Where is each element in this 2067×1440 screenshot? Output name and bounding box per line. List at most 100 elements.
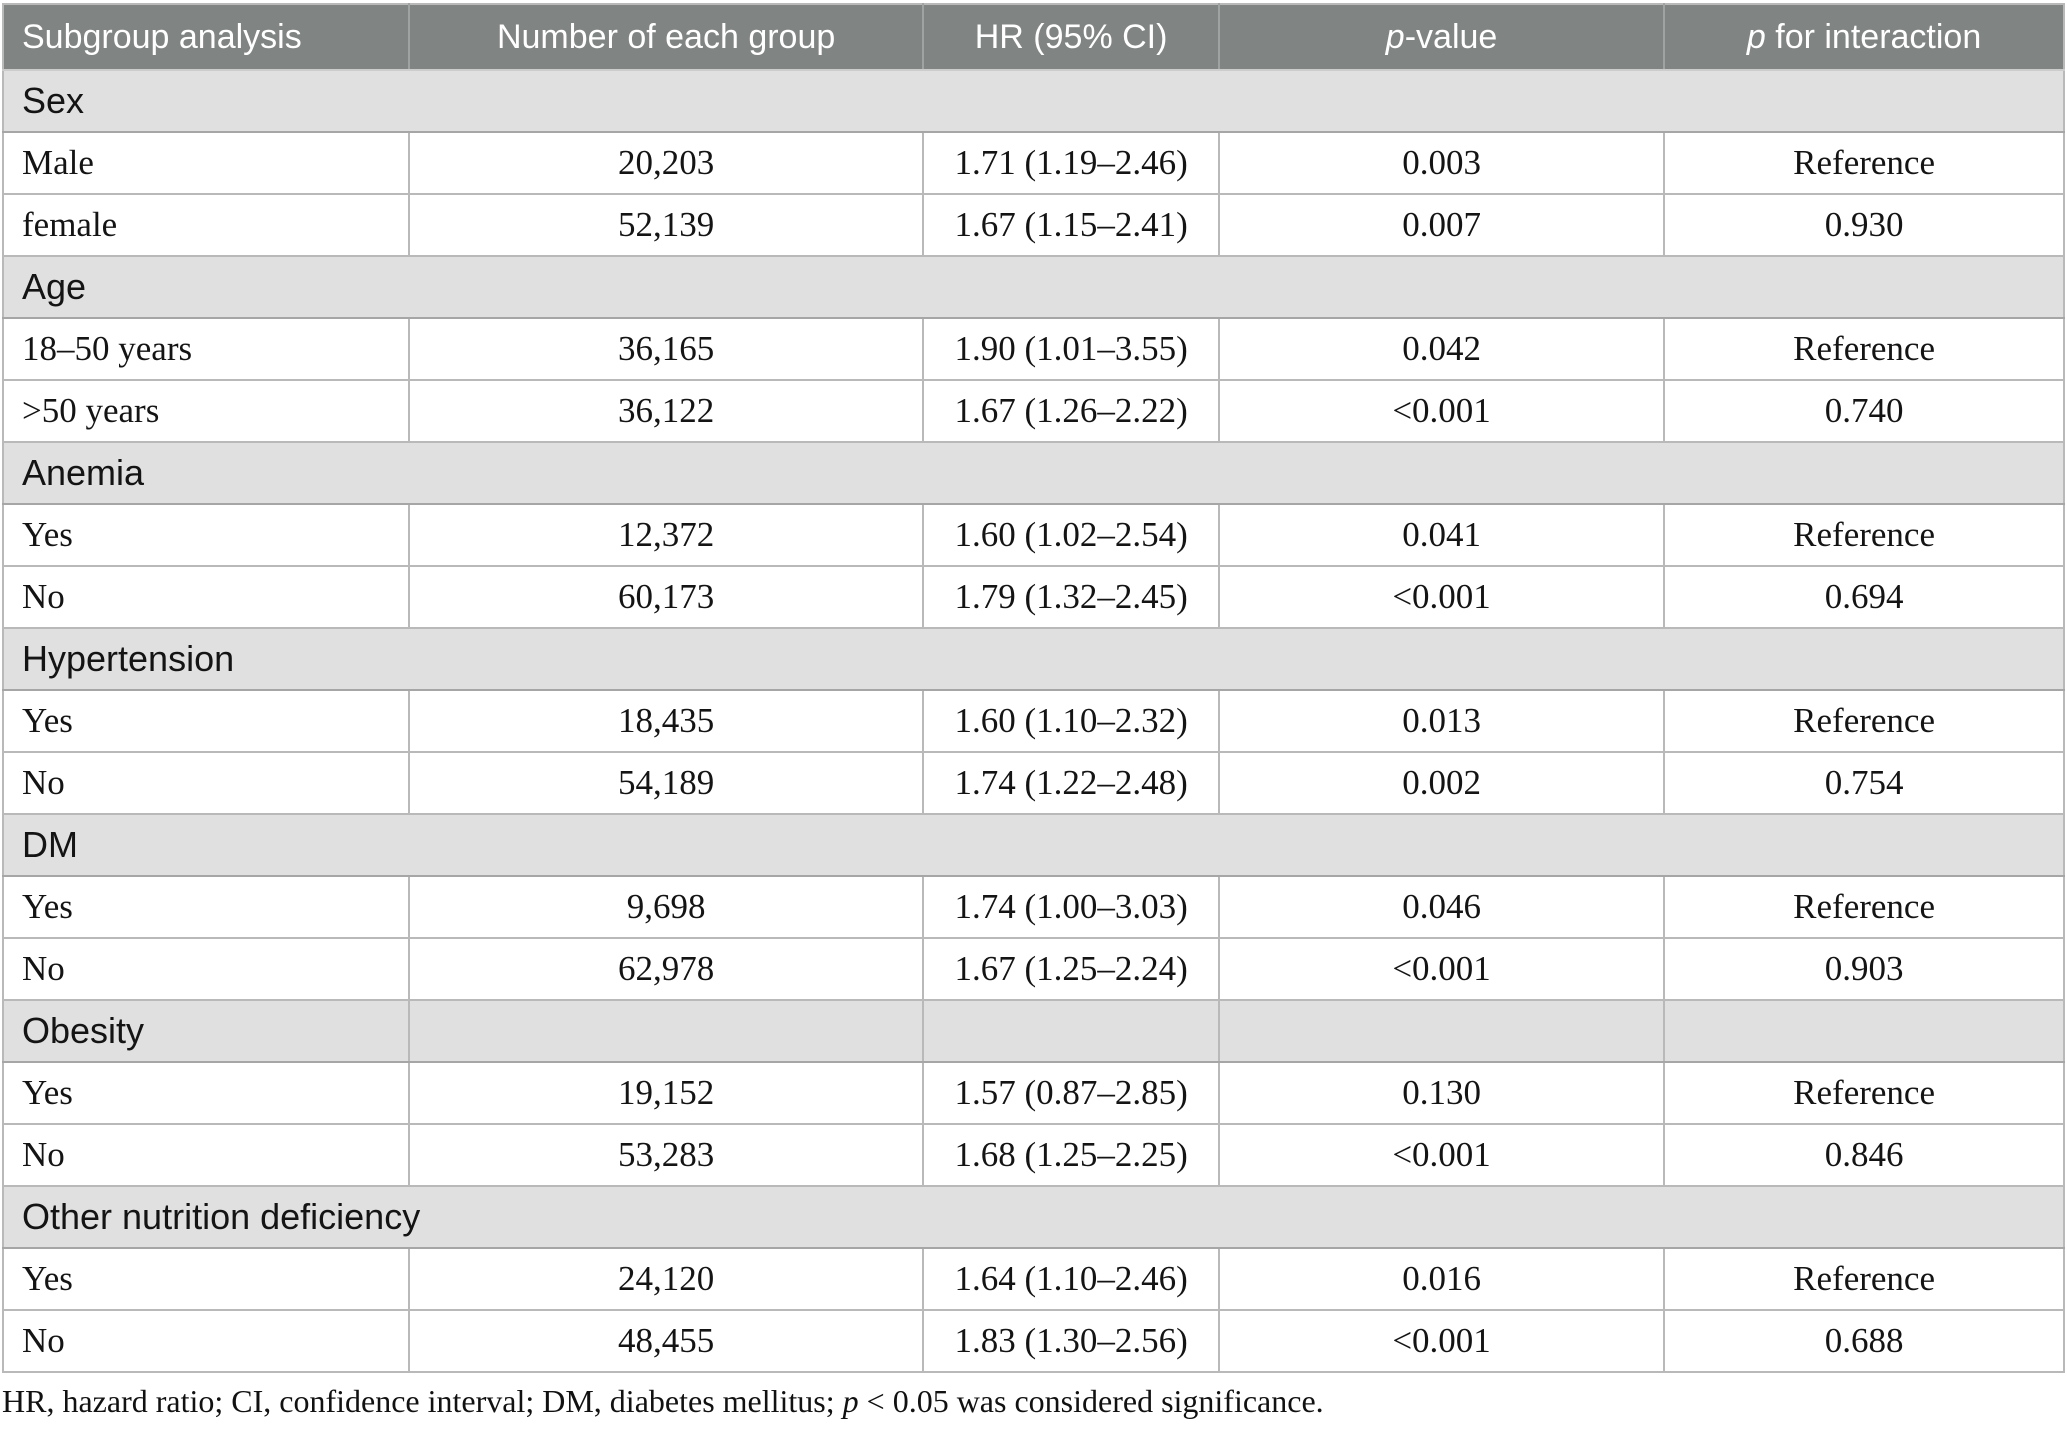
- group-count-cell: 60,173: [408, 565, 925, 629]
- section-empty-cell: [408, 999, 924, 1063]
- p-interaction-cell: Reference: [1663, 1061, 2065, 1125]
- section-row: Anemia: [3, 441, 2064, 505]
- group-count-cell: 12,372: [408, 503, 925, 567]
- p-interaction-cell: Reference: [1663, 131, 2065, 195]
- subgroup-analysis-table: Subgroup analysis Number of each group HR …: [1, 3, 2065, 1373]
- table-row: Yes 12,372 1.60 (1.02–2.54) 0.041 Reference: [1, 503, 2065, 567]
- column-header: Subgroup analysis: [3, 4, 410, 71]
- p-interaction-cell: 0.740: [1663, 379, 2065, 443]
- table-row: Yes 18,435 1.60 (1.10–2.32) 0.013 Reference: [1, 689, 2065, 753]
- section-label-cell: Other nutrition deficiency: [3, 1185, 2064, 1249]
- p-value-cell: 0.007: [1217, 193, 1666, 257]
- column-header: Number of each group: [408, 4, 924, 71]
- section-row: Other nutrition deficiency: [3, 1185, 2064, 1249]
- group-count-cell: 36,165: [408, 317, 925, 381]
- group-count-cell: 53,283: [408, 1123, 925, 1187]
- subgroup-cell: Yes: [1, 689, 411, 753]
- p-interaction-cell: 0.754: [1663, 751, 2065, 815]
- section-row: Sex: [3, 69, 2064, 133]
- subgroup-cell: Yes: [1, 503, 411, 567]
- table-row: 18–50 years 36,165 1.90 (1.01–3.55) 0.042 Re…: [1, 317, 2065, 381]
- group-count-cell: 54,189: [408, 751, 925, 815]
- subgroup-cell: No: [1, 937, 411, 1001]
- p-interaction-cell: 0.930: [1663, 193, 2065, 257]
- p-value-cell: 0.046: [1217, 875, 1666, 939]
- subgroup-cell: >50 years: [1, 379, 411, 443]
- table-row: No 54,189 1.74 (1.22–2.48) 0.002 0.754: [1, 751, 2065, 815]
- group-count-cell: 52,139: [408, 193, 925, 257]
- group-count-cell: 24,120: [408, 1247, 925, 1311]
- section-label-cell: Hypertension: [3, 627, 2064, 691]
- hr-ci-cell: 1.60 (1.10–2.32): [922, 689, 1220, 753]
- section-label-cell: Age: [3, 255, 2064, 319]
- p-value-cell: 0.041: [1217, 503, 1666, 567]
- p-interaction-cell: 0.846: [1663, 1123, 2065, 1187]
- section-label-cell: Obesity: [3, 999, 410, 1063]
- hr-ci-cell: 1.79 (1.32–2.45): [922, 565, 1220, 629]
- group-count-cell: 18,435: [408, 689, 925, 753]
- subgroup-cell: female: [1, 193, 411, 257]
- subgroup-cell: Male: [1, 131, 411, 195]
- subgroup-cell: Yes: [1, 1247, 411, 1311]
- section-label-cell: Anemia: [3, 441, 2064, 505]
- section-empty-cell: [1217, 999, 1665, 1063]
- p-interaction-cell: 0.903: [1663, 937, 2065, 1001]
- section-empty-cell: [922, 999, 1219, 1063]
- hr-ci-cell: 1.67 (1.25–2.24): [922, 937, 1220, 1001]
- p-interaction-cell: 0.688: [1663, 1309, 2065, 1373]
- column-header: p-value: [1217, 4, 1665, 71]
- section-label-cell: DM: [3, 813, 2064, 877]
- hr-ci-cell: 1.83 (1.30–2.56): [922, 1309, 1220, 1373]
- section-row: Obesity: [3, 999, 2064, 1063]
- group-count-cell: 19,152: [408, 1061, 925, 1125]
- group-count-cell: 48,455: [408, 1309, 925, 1373]
- group-count-cell: 9,698: [408, 875, 925, 939]
- table-footnote: HR, hazard ratio; CI, confidence interva…: [2, 1383, 1324, 1419]
- subgroup-cell: Yes: [1, 1061, 411, 1125]
- p-value-cell: <0.001: [1217, 379, 1666, 443]
- subgroup-cell: No: [1, 1123, 411, 1187]
- hr-ci-cell: 1.60 (1.02–2.54): [922, 503, 1220, 567]
- table-row: Male 20,203 1.71 (1.19–2.46) 0.003 Reference: [1, 131, 2065, 195]
- group-count-cell: 20,203: [408, 131, 925, 195]
- subgroup-cell: Yes: [1, 875, 411, 939]
- hr-ci-cell: 1.71 (1.19–2.46): [922, 131, 1220, 195]
- section-row: Age: [3, 255, 2064, 319]
- group-count-cell: 36,122: [408, 379, 925, 443]
- table-body: Sex Male 20,203 1.71 (1.19–2.46) 0.003 Refere…: [1, 69, 2065, 1373]
- column-header: p for interaction: [1663, 4, 2064, 71]
- hr-ci-cell: 1.74 (1.00–3.03): [922, 875, 1220, 939]
- p-interaction-cell: Reference: [1663, 503, 2065, 567]
- column-header: HR (95% CI): [922, 4, 1219, 71]
- table-row: No 48,455 1.83 (1.30–2.56) <0.001 0.688: [1, 1309, 2065, 1373]
- p-value-cell: <0.001: [1217, 565, 1666, 629]
- hr-ci-cell: 1.57 (0.87–2.85): [922, 1061, 1220, 1125]
- table-row: No 60,173 1.79 (1.32–2.45) <0.001 0.694: [1, 565, 2065, 629]
- subgroup-cell: 18–50 years: [1, 317, 411, 381]
- hr-ci-cell: 1.90 (1.01–3.55): [922, 317, 1220, 381]
- hr-ci-cell: 1.74 (1.22–2.48): [922, 751, 1220, 815]
- table-row: female 52,139 1.67 (1.15–2.41) 0.007 0.930: [1, 193, 2065, 257]
- p-interaction-cell: Reference: [1663, 689, 2065, 753]
- p-interaction-cell: Reference: [1663, 875, 2065, 939]
- section-empty-cell: [1663, 999, 2064, 1063]
- p-value-cell: 0.013: [1217, 689, 1666, 753]
- group-count-cell: 62,978: [408, 937, 925, 1001]
- section-row: Hypertension: [3, 627, 2064, 691]
- section-row: DM: [3, 813, 2064, 877]
- table-row: Yes 19,152 1.57 (0.87–2.85) 0.130 Reference: [1, 1061, 2065, 1125]
- p-value-cell: <0.001: [1217, 937, 1666, 1001]
- hr-ci-cell: 1.64 (1.10–2.46): [922, 1247, 1220, 1311]
- section-label-cell: Sex: [3, 69, 2064, 133]
- p-value-cell: <0.001: [1217, 1123, 1666, 1187]
- hr-ci-cell: 1.67 (1.26–2.22): [922, 379, 1220, 443]
- table-row: Yes 9,698 1.74 (1.00–3.03) 0.046 Reference: [1, 875, 2065, 939]
- table-row: >50 years 36,122 1.67 (1.26–2.22) <0.001 0.7…: [1, 379, 2065, 443]
- p-value-cell: 0.130: [1217, 1061, 1666, 1125]
- hr-ci-cell: 1.68 (1.25–2.25): [922, 1123, 1220, 1187]
- table-header: Subgroup analysis Number of each group HR …: [3, 4, 2064, 71]
- hr-ci-cell: 1.67 (1.15–2.41): [922, 193, 1220, 257]
- p-value-cell: 0.002: [1217, 751, 1666, 815]
- p-value-cell: 0.042: [1217, 317, 1666, 381]
